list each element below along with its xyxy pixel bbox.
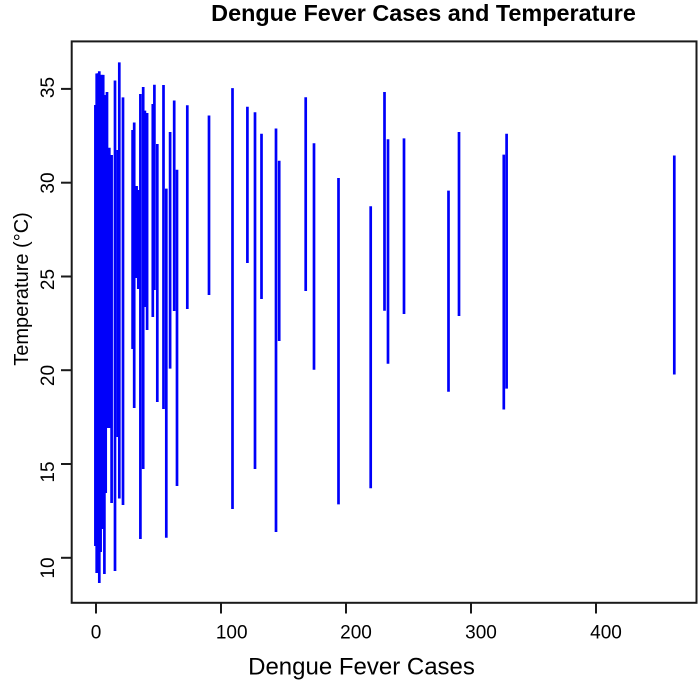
svg-text:30: 30 (38, 172, 59, 193)
svg-text:15: 15 (38, 461, 59, 482)
svg-text:10: 10 (38, 557, 59, 578)
svg-text:0: 0 (91, 623, 102, 644)
svg-text:300: 300 (465, 623, 497, 644)
svg-text:25: 25 (38, 269, 59, 290)
svg-text:Dengue Fever Cases: Dengue Fever Cases (248, 653, 475, 680)
svg-text:Temperature (°C): Temperature (°C) (11, 212, 33, 366)
svg-text:Dengue Fever Cases and Tempera: Dengue Fever Cases and Temperature (211, 0, 636, 26)
svg-text:400: 400 (590, 623, 622, 644)
svg-text:35: 35 (38, 77, 59, 98)
svg-text:100: 100 (216, 623, 248, 644)
svg-text:20: 20 (38, 365, 59, 386)
svg-text:200: 200 (340, 623, 372, 644)
